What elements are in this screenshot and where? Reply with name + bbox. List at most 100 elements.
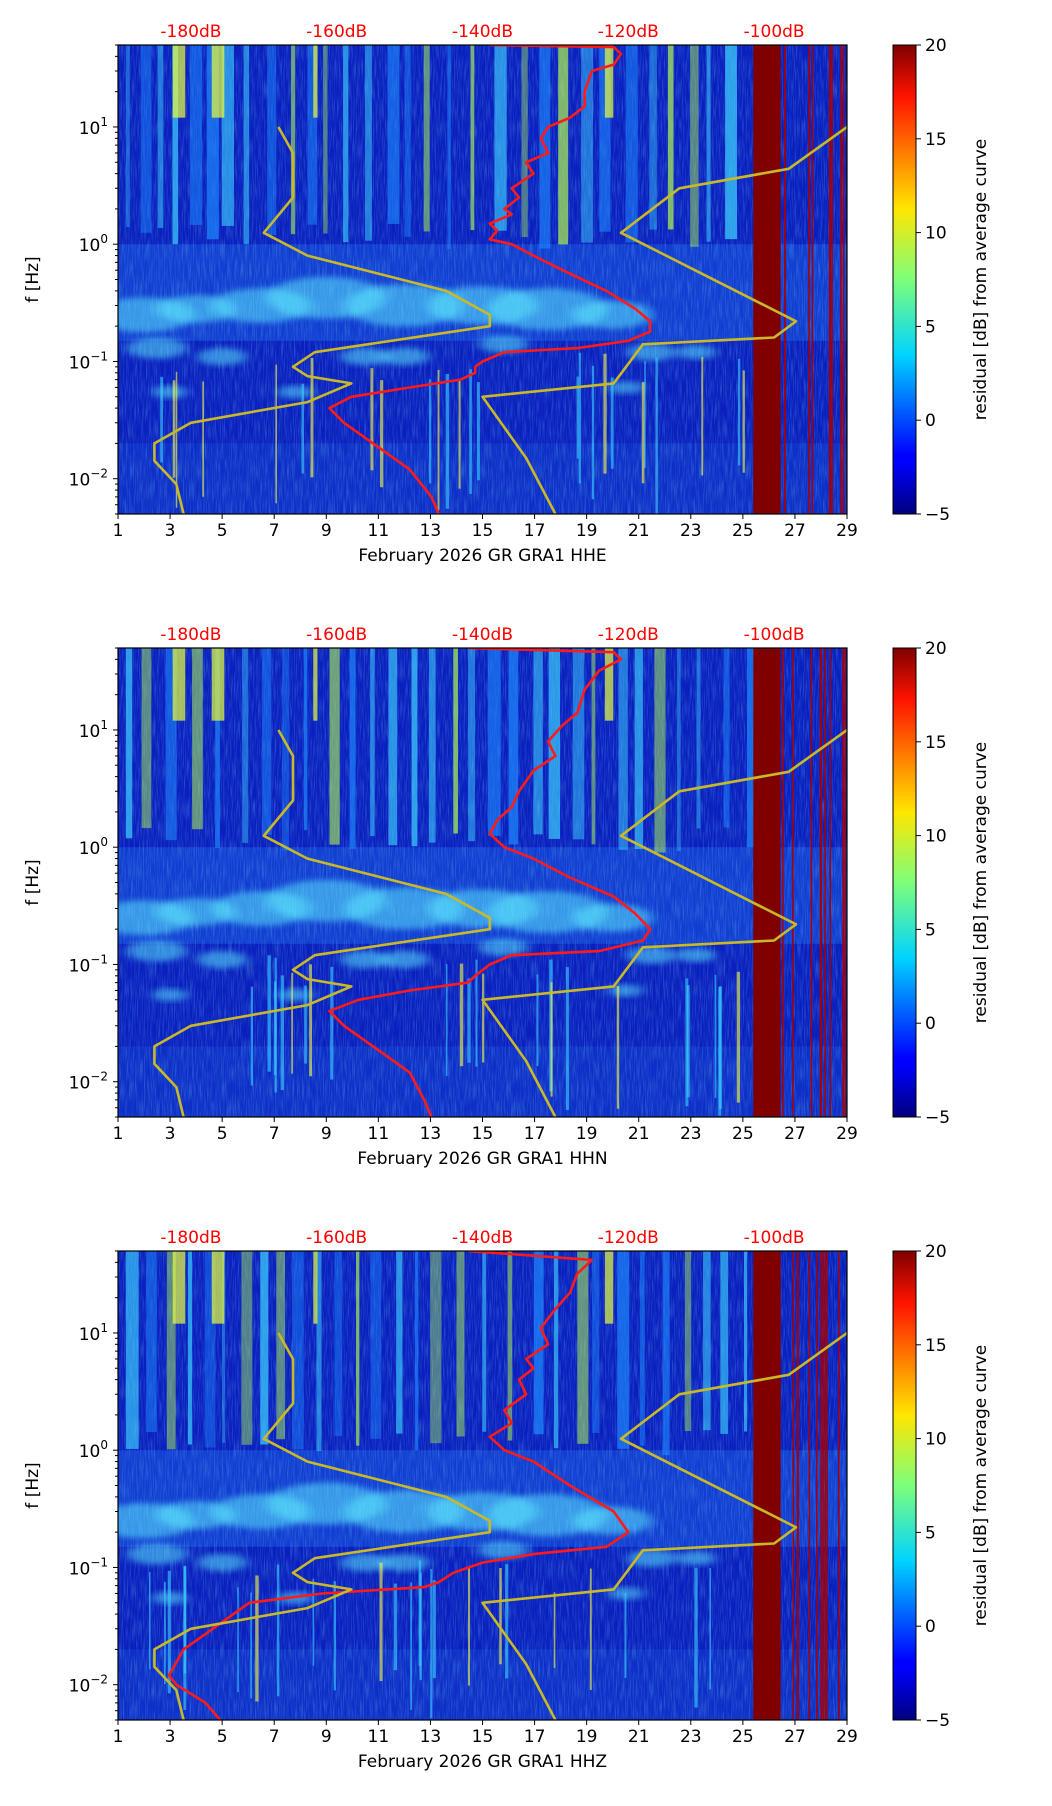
transient-line bbox=[641, 382, 645, 484]
data-gap-line bbox=[816, 1251, 818, 1720]
data-gap-line bbox=[824, 648, 826, 1117]
transient-line bbox=[250, 986, 253, 1086]
y-tick-base: 10 bbox=[79, 119, 101, 139]
transient-line bbox=[330, 966, 334, 1080]
hf-streak bbox=[690, 45, 699, 247]
hf-streak bbox=[430, 1251, 442, 1444]
x-tick-label: 13 bbox=[420, 521, 442, 541]
hf-streak bbox=[370, 648, 375, 837]
microseism-blob bbox=[127, 337, 188, 359]
y-tick-label: 10−2 bbox=[69, 467, 108, 491]
x-tick-label: 25 bbox=[732, 1727, 754, 1747]
data-gap-block bbox=[753, 648, 781, 1117]
hf-burst bbox=[172, 1251, 186, 1324]
transient-line bbox=[393, 1583, 398, 1671]
x-tick-label: 19 bbox=[576, 1124, 598, 1144]
transient-line bbox=[175, 371, 178, 508]
transient-line bbox=[428, 379, 432, 484]
hf-streak bbox=[303, 648, 308, 831]
y-tick-exponent: 0 bbox=[100, 1438, 108, 1452]
hf-burst bbox=[313, 1251, 318, 1324]
transient-line bbox=[616, 986, 620, 1109]
x-tick-label: 27 bbox=[784, 521, 806, 541]
x-tick-label: 7 bbox=[269, 1124, 280, 1144]
x-tick-label: 9 bbox=[321, 1124, 332, 1144]
transient-line bbox=[445, 964, 448, 1077]
microseism-blob bbox=[277, 988, 314, 1002]
transient-line bbox=[701, 357, 704, 476]
hf-streak bbox=[581, 45, 593, 243]
transient-line bbox=[610, 377, 614, 469]
hf-streak bbox=[667, 45, 674, 230]
hf-streak bbox=[189, 45, 203, 225]
hf-burst bbox=[211, 45, 225, 118]
hf-streak bbox=[494, 45, 507, 231]
y-tick-label: 101 bbox=[79, 1321, 108, 1345]
transient-line bbox=[250, 1592, 252, 1699]
x-tick-label: 21 bbox=[628, 1124, 650, 1144]
hf-streak bbox=[267, 45, 277, 235]
microseism-blob bbox=[478, 938, 529, 957]
db-scale-label: -160dB bbox=[306, 1228, 367, 1248]
microseism-blob bbox=[626, 343, 677, 361]
colorbar-tick-label: 0 bbox=[925, 1617, 936, 1637]
transient-line bbox=[333, 1581, 336, 1691]
microseism-blob bbox=[379, 950, 430, 969]
transient-line bbox=[202, 381, 204, 497]
x-tick-label: 7 bbox=[269, 521, 280, 541]
microseism-blob bbox=[607, 984, 644, 997]
hf-streak bbox=[558, 45, 569, 245]
y-tick-label: 10−1 bbox=[69, 1555, 108, 1579]
hf-streak bbox=[292, 1251, 304, 1450]
transient-line bbox=[468, 1567, 471, 1686]
transient-line bbox=[565, 967, 569, 1110]
data-gap-line bbox=[808, 1251, 811, 1720]
microseism-blob bbox=[344, 887, 465, 930]
transient-line bbox=[280, 975, 285, 1091]
psd-mode-curve bbox=[167, 1251, 630, 1720]
hf-streak bbox=[470, 45, 475, 231]
microseism-blob bbox=[197, 347, 248, 366]
db-scale-label: -160dB bbox=[306, 22, 367, 42]
microseism-blob bbox=[127, 940, 188, 962]
hf-streak bbox=[521, 45, 528, 238]
y-tick-label: 101 bbox=[79, 115, 108, 139]
hf-streak bbox=[447, 45, 451, 249]
transient-line bbox=[685, 978, 689, 1107]
y-tick-base: 10 bbox=[79, 1325, 101, 1345]
hf-streak bbox=[662, 1251, 670, 1456]
nlnm-curve bbox=[153, 1332, 492, 1720]
x-tick-label: 15 bbox=[472, 521, 494, 541]
data-gap-line bbox=[820, 648, 822, 1117]
x-tick-label: 29 bbox=[836, 1727, 858, 1747]
x-tick-label: 7 bbox=[269, 1727, 280, 1747]
colorbar-tick-label: 5 bbox=[925, 317, 936, 337]
hf-streak bbox=[684, 1251, 692, 1432]
transient-line bbox=[432, 1580, 436, 1679]
data-gap-line bbox=[796, 1251, 799, 1720]
db-scale-label: -180dB bbox=[160, 22, 221, 42]
x-tick-label: 23 bbox=[680, 521, 702, 541]
colorbar-label: residual [dB] from average curve bbox=[971, 139, 991, 420]
transient-line bbox=[160, 376, 163, 463]
hf-streak bbox=[428, 648, 436, 843]
hf-streak bbox=[414, 1251, 419, 1451]
y-tick-base: 10 bbox=[69, 1074, 91, 1094]
transient-line bbox=[624, 1592, 627, 1679]
microseism-blob bbox=[152, 385, 189, 399]
colorbar bbox=[892, 1250, 917, 1721]
colorbar-tick-label: 5 bbox=[925, 920, 936, 940]
hf-burst bbox=[211, 648, 225, 721]
microseism-blob bbox=[152, 988, 189, 1002]
transient-line bbox=[275, 364, 277, 504]
hf-streak bbox=[192, 648, 203, 830]
hf-streak bbox=[747, 648, 757, 848]
x-tick-label: 29 bbox=[836, 1124, 858, 1144]
db-scale-label: -100dB bbox=[744, 625, 805, 645]
microseism-blob bbox=[478, 1541, 529, 1560]
hf-streak bbox=[533, 648, 543, 835]
colorbar-label: residual [dB] from average curve bbox=[971, 1345, 991, 1626]
hf-streak bbox=[140, 45, 152, 233]
hf-streak bbox=[482, 1251, 487, 1432]
hf-streak bbox=[577, 1251, 589, 1444]
